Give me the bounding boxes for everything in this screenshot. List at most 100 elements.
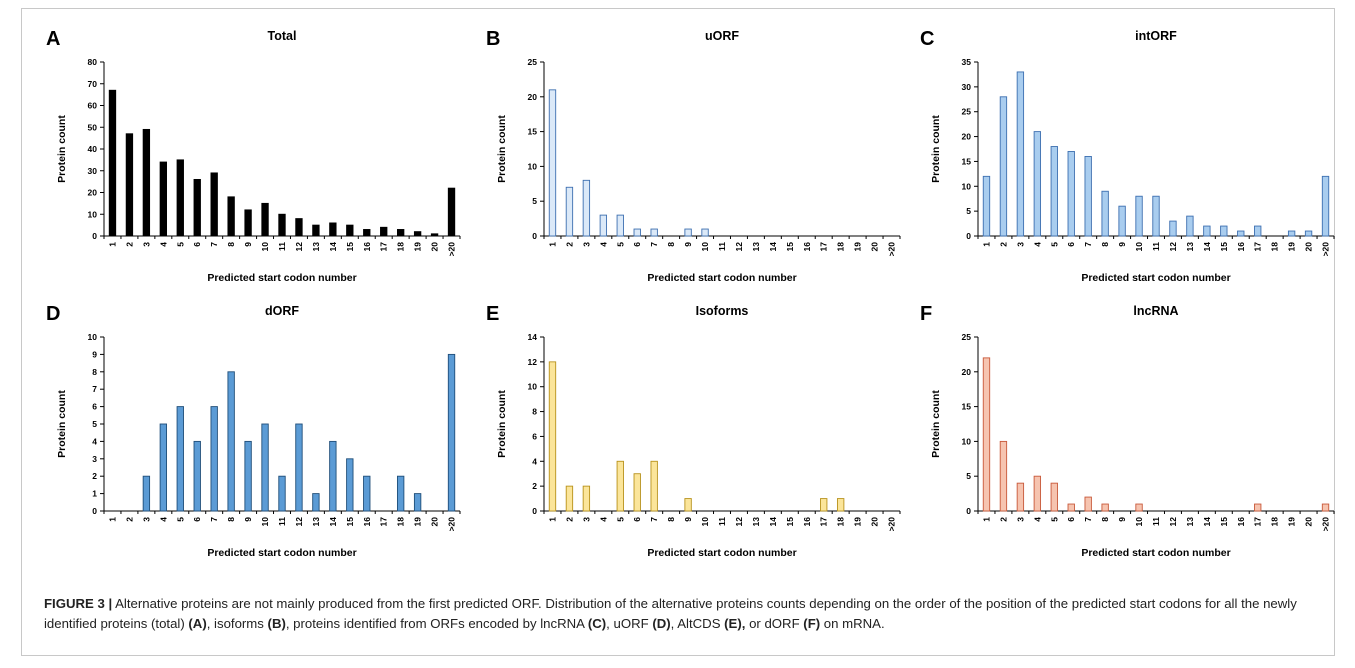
- caption-text: , AltCDS: [670, 616, 725, 631]
- chart-title: Isoforms: [696, 304, 749, 318]
- bar: [1186, 215, 1194, 237]
- bar: [1016, 482, 1025, 512]
- x-tick-label: 2: [998, 517, 1008, 522]
- x-tick-label: 12: [1168, 242, 1178, 252]
- x-tick-label: 10: [260, 517, 270, 527]
- bar: [329, 440, 337, 512]
- bar: [329, 222, 337, 237]
- bar: [261, 202, 269, 237]
- x-tick-label: 18: [1270, 517, 1280, 527]
- y-tick-label: 6: [532, 431, 537, 441]
- x-tick-label: 7: [1083, 517, 1093, 522]
- y-tick-label: 25: [962, 107, 972, 117]
- bar: [413, 493, 422, 512]
- bar: [650, 460, 658, 512]
- panel-letter: F: [920, 303, 932, 325]
- x-tick-label: 14: [1202, 517, 1212, 527]
- x-tick-label: 19: [1287, 517, 1297, 527]
- x-tick-label: 15: [345, 517, 355, 527]
- bar: [548, 89, 557, 237]
- bar: [312, 224, 320, 237]
- x-tick-label: 16: [362, 242, 372, 252]
- bar: [650, 228, 658, 237]
- bar: [1321, 175, 1330, 237]
- x-tick-label: 13: [311, 242, 321, 252]
- bar: [1203, 225, 1211, 237]
- x-tick-label: >20: [447, 517, 457, 532]
- y-tick-label: 1: [92, 489, 97, 499]
- x-tick-label: 10: [700, 517, 710, 527]
- x-tick-label: 13: [751, 242, 761, 252]
- x-tick-label: 2: [124, 517, 134, 522]
- bar: [193, 178, 201, 237]
- y-tick-label: 10: [962, 181, 972, 191]
- x-tick-label: 11: [1151, 242, 1161, 251]
- bar: [380, 226, 388, 237]
- figure-frame: [21, 8, 1335, 656]
- x-tick-label: 11: [1151, 517, 1161, 526]
- bar: [633, 228, 641, 237]
- bar: [142, 475, 151, 512]
- bar: [193, 440, 201, 512]
- bar: [999, 96, 1008, 237]
- x-axis-label: Predicted start codon number: [1081, 547, 1230, 559]
- caption-panel-ref: (B): [267, 616, 286, 631]
- x-tick-label: 14: [328, 242, 338, 252]
- bar: [1033, 131, 1042, 237]
- x-tick-label: 5: [175, 242, 185, 247]
- x-tick-label: 4: [598, 517, 608, 522]
- x-tick-label: 7: [649, 517, 659, 522]
- bar: [363, 229, 371, 237]
- y-axis-label: Protein count: [496, 115, 508, 183]
- bar: [1050, 482, 1058, 512]
- x-tick-label: 15: [1219, 517, 1229, 527]
- bar: [159, 161, 168, 237]
- bar: [312, 493, 320, 512]
- bar: [125, 133, 134, 237]
- y-tick-label: 10: [528, 161, 538, 171]
- x-tick-label: 5: [1049, 517, 1059, 522]
- x-tick-label: 13: [311, 517, 321, 527]
- x-tick-label: 17: [379, 517, 389, 527]
- panel-letter: C: [920, 28, 934, 50]
- y-tick-label: 0: [532, 506, 537, 516]
- x-tick-label: 11: [717, 517, 727, 526]
- bar: [565, 186, 574, 237]
- y-tick-label: 80: [88, 57, 98, 67]
- x-tick-label: 8: [226, 242, 236, 247]
- bar: [278, 213, 286, 237]
- panel-letter: A: [46, 28, 60, 50]
- bar: [227, 196, 235, 237]
- x-axis-label: Predicted start codon number: [1081, 272, 1230, 284]
- x-axis-label: Predicted start codon number: [647, 272, 796, 284]
- y-tick-label: 25: [528, 57, 538, 67]
- y-tick-label: 8: [92, 367, 97, 377]
- y-tick-label: 20: [962, 367, 972, 377]
- bar: [1287, 230, 1296, 237]
- y-tick-label: 10: [88, 209, 98, 219]
- bar: [363, 475, 371, 512]
- x-tick-label: 1: [981, 517, 991, 522]
- bar: [633, 473, 641, 512]
- y-tick-label: 6: [92, 402, 97, 412]
- x-tick-label: 4: [598, 242, 608, 247]
- x-tick-label: 11: [717, 242, 727, 251]
- y-tick-label: 5: [92, 419, 97, 429]
- y-tick-label: 5: [966, 471, 971, 481]
- x-axis-label: Predicted start codon number: [207, 547, 356, 559]
- x-tick-label: 16: [1236, 242, 1246, 252]
- y-tick-label: 40: [88, 144, 98, 154]
- x-tick-label: 19: [1287, 242, 1297, 252]
- y-tick-label: 10: [88, 332, 98, 342]
- bar: [295, 218, 303, 237]
- x-tick-label: 14: [328, 517, 338, 527]
- y-tick-label: 20: [88, 188, 98, 198]
- y-axis-label: Protein count: [496, 390, 508, 458]
- bar: [565, 485, 574, 512]
- x-tick-label: 2: [998, 242, 1008, 247]
